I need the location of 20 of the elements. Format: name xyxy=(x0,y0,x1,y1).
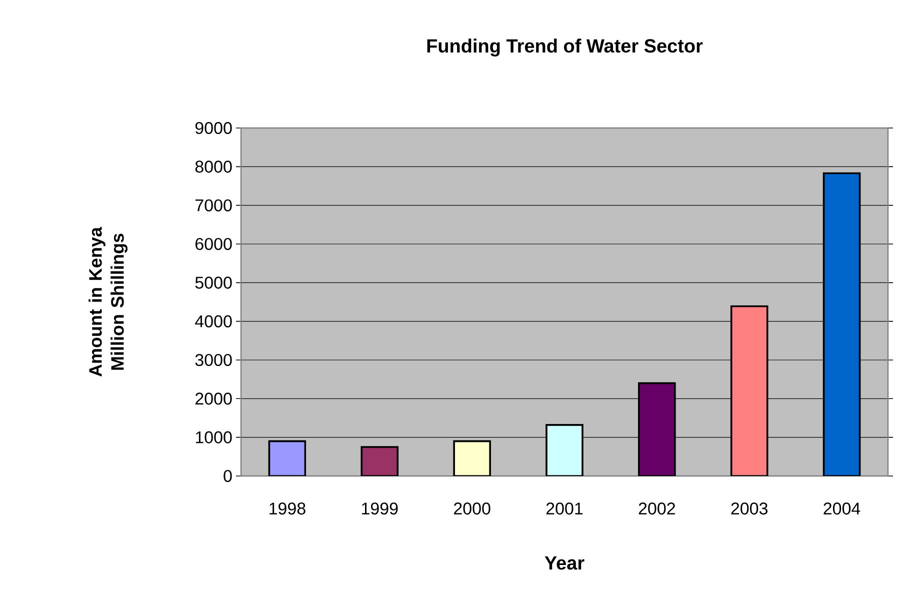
y-tick-label: 9000 xyxy=(195,122,232,134)
y-tick-label: 1000 xyxy=(196,431,232,444)
y-tick-label: 4000 xyxy=(195,315,232,328)
y-tick-label: 8000 xyxy=(195,160,232,173)
y-tick-label: 5000 xyxy=(195,276,232,289)
x-tick-label: 2003 xyxy=(731,502,768,515)
x-tick-label: 2004 xyxy=(824,502,860,515)
x-axis-title: Year xyxy=(544,556,584,570)
x-tick-label: 1998 xyxy=(270,502,306,515)
y-tick-label: 3000 xyxy=(195,354,232,366)
x-tick-label: 1999 xyxy=(362,502,398,515)
x-tick-label: 2001 xyxy=(546,502,583,515)
y-axis-title: Amount in Kenya Million Shillings xyxy=(88,226,128,377)
y-tick-label: 2000 xyxy=(196,392,232,405)
y-tick-label: 0 xyxy=(224,470,232,482)
chart-title: Funding Trend of Water Sector xyxy=(427,38,703,56)
y-tick-label: 6000 xyxy=(196,238,232,250)
x-tick-label: 2002 xyxy=(638,502,675,515)
y-tick-label: 7000 xyxy=(196,199,232,212)
x-tick-label: 2000 xyxy=(454,502,490,515)
